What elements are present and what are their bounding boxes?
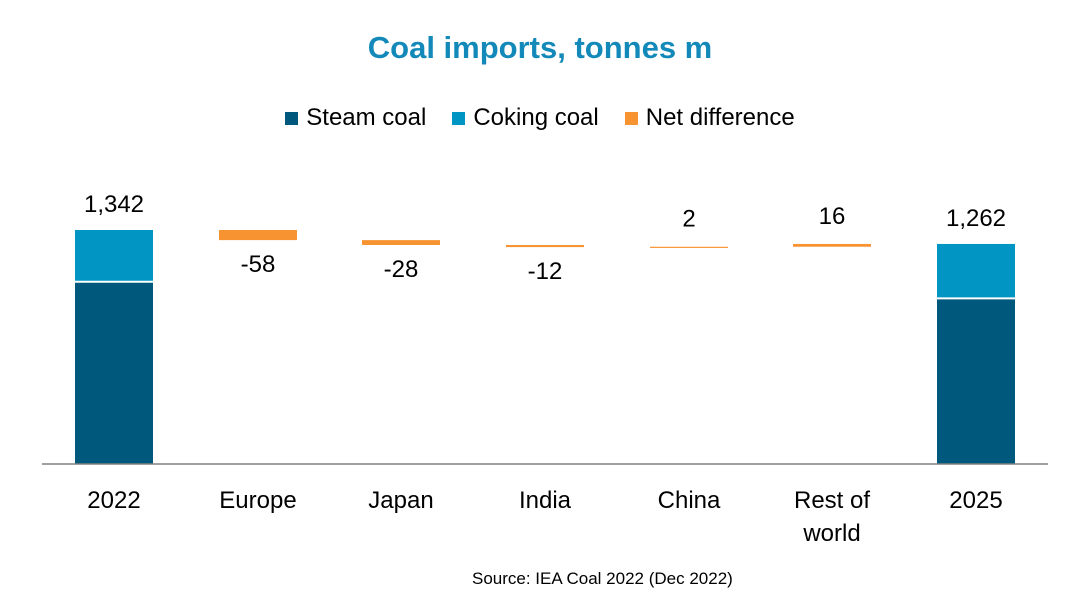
legend-swatch-net-difference (624, 111, 638, 125)
legend-label-steam-coal: Steam coal (306, 104, 427, 131)
x-tick-label-rest-of-world-line-2: world (802, 520, 860, 547)
bar-net-japan (362, 240, 440, 245)
chart-legend: Steam coal Coking coal Net difference (0, 104, 1080, 132)
source-note: Source: IEA Coal 2022 (Dec 2022) (472, 569, 733, 588)
x-tick-label-japan: Japan (368, 487, 433, 514)
legend-item-steam-coal: Steam coal (285, 104, 426, 132)
bar-net-china (650, 246, 728, 248)
legend-swatch-steam-coal (285, 111, 299, 125)
bar-net-india (506, 244, 584, 248)
data-label-2022: 1,342 (84, 191, 144, 218)
x-tick-label-india: India (519, 487, 572, 514)
x-tick-label-china: China (658, 487, 721, 514)
x-tick-label-2025: 2025 (949, 487, 1002, 514)
x-tick-label-europe: Europe (219, 487, 296, 514)
x-tick-label-rest-of-world-line-1: Rest of (794, 487, 870, 514)
bar-net-europe (219, 230, 297, 241)
chart-title: Coal imports, tonnes m (367, 30, 713, 65)
legend-label-net-difference: Net difference (645, 104, 795, 131)
data-label-2025: 1,262 (946, 205, 1006, 232)
legend-item-net-difference: Net difference (624, 104, 795, 132)
legend-swatch-coking-coal (452, 111, 466, 125)
legend-item-coking-coal: Coking coal (452, 104, 599, 132)
x-tick-label-2022: 2022 (87, 487, 140, 514)
bar-net-rest-of-world (793, 243, 871, 247)
bar-coking-2022 (75, 230, 153, 282)
bar-steam-2022 (75, 281, 153, 464)
data-label-rest-of-world: 16 (819, 203, 846, 230)
bar-coking-2025 (937, 243, 1015, 299)
data-label-japan: -28 (384, 256, 419, 283)
data-label-india: -12 (528, 258, 563, 285)
data-label-europe: -58 (241, 251, 276, 278)
bar-steam-2025 (937, 298, 1015, 464)
legend-label-coking-coal: Coking coal (473, 104, 599, 131)
data-label-china: 2 (682, 206, 695, 233)
